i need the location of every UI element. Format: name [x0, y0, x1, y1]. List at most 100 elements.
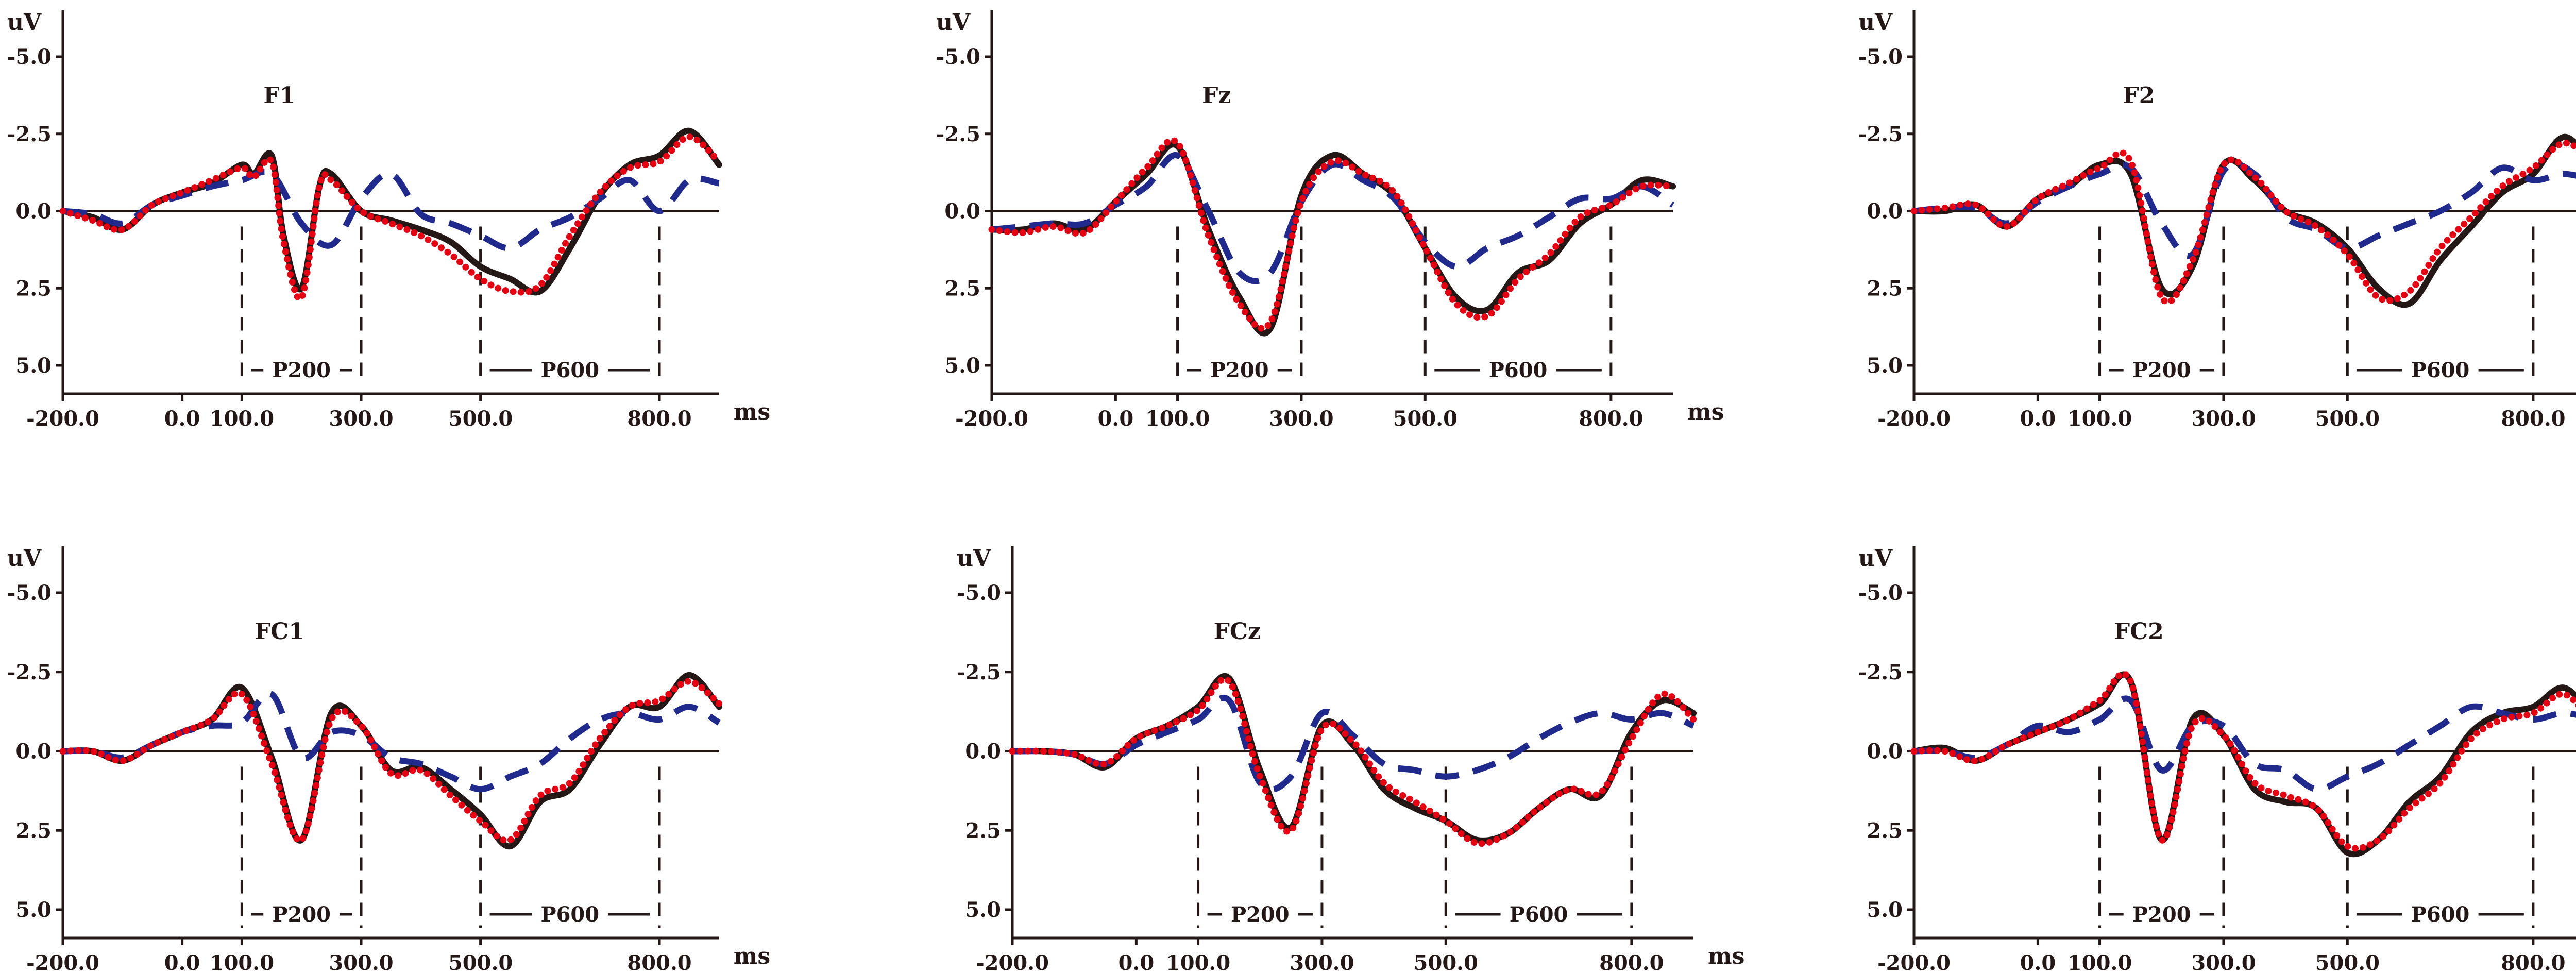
- x-tick-label: 500.0: [1414, 951, 1478, 971]
- series-line-dashed-blue: [991, 152, 1675, 284]
- x-tick-label: 100.0: [1145, 407, 1210, 431]
- chart-panel-fc1: uV FC1 -5.0 -2.5 0.0 2.5 5.0 -200.0 0.0 100.0 300.…: [7, 545, 770, 971]
- y-tick-label: -2.5: [936, 122, 980, 146]
- y-tick-label: 0.0: [1867, 199, 1903, 224]
- window-label-p600: P600: [1489, 358, 1548, 382]
- y-tick-label: 0.0: [1867, 740, 1903, 764]
- y-tick-label: -5.0: [936, 45, 980, 69]
- y-tick-label: -5.0: [7, 581, 52, 605]
- x-tick-label: 100.0: [2067, 407, 2132, 431]
- x-tick-label: 300.0: [1290, 951, 1354, 971]
- window-label-p200: P200: [272, 358, 331, 382]
- y-tick-label: -2.5: [1858, 122, 1903, 146]
- y-tick-label: 5.0: [944, 354, 980, 378]
- y-unit-label: uV: [1858, 545, 1893, 572]
- chart-panel-fz: uV Fz -5.0 -2.5 0.0 2.5 5.0 -200.0 0.0 100.0 300.0…: [936, 9, 1724, 431]
- y-tick-label: 2.5: [965, 818, 1001, 843]
- y-tick-label: 5.0: [15, 898, 52, 922]
- y-unit-label: uV: [1858, 9, 1893, 36]
- x-unit-label: ms: [1687, 399, 1724, 425]
- x-tick-label: -200.0: [955, 407, 1028, 431]
- x-unit-label: ms: [734, 943, 770, 969]
- window-label-p200: P200: [2132, 902, 2191, 927]
- y-tick-label: 0.0: [15, 199, 52, 224]
- x-tick-label: 100.0: [210, 407, 274, 431]
- window-label-p200: P200: [272, 902, 331, 927]
- series-line-dotted-red: [1910, 670, 2576, 852]
- y-tick-label: -5.0: [1858, 581, 1903, 605]
- x-tick-label: 300.0: [329, 407, 393, 431]
- x-tick-label: -200.0: [1877, 407, 1951, 431]
- window-label-p600: P600: [541, 902, 600, 927]
- y-tick-label: -2.5: [7, 122, 52, 146]
- x-tick-label: 800.0: [1579, 407, 1643, 431]
- chart-panel-fcz: uV FCz -5.0 -2.5 0.0 2.5 5.0 -200.0 0.0 100.0 300.…: [957, 545, 1745, 971]
- y-tick-label: 2.5: [15, 276, 52, 300]
- y-tick-label: -5.0: [7, 45, 52, 69]
- y-tick-label: 5.0: [965, 898, 1001, 922]
- series-line-dotted-red: [1910, 140, 2576, 306]
- window-label-p600: P600: [1510, 902, 1568, 927]
- panel-title: F2: [2123, 82, 2155, 109]
- x-tick-label: -200.0: [1877, 951, 1951, 971]
- panel-title: F1: [263, 82, 295, 109]
- chart-panel-fc2: uV FC2 -5.0 -2.5 0.0 2.5 5.0 -200.0 0.0 100.0 300.…: [1858, 545, 2576, 971]
- x-tick-label: 500.0: [2315, 407, 2380, 431]
- series-line-dotted-red: [59, 678, 723, 844]
- x-tick-label: 800.0: [627, 951, 691, 971]
- window-label-p600: P600: [2411, 358, 2470, 382]
- y-tick-label: -2.5: [957, 660, 1001, 684]
- x-tick-label: 500.0: [1393, 407, 1458, 431]
- x-tick-label: -200.0: [26, 951, 99, 971]
- y-tick-label: 2.5: [944, 276, 980, 300]
- y-tick-label: -2.5: [1858, 660, 1903, 684]
- x-tick-label: 300.0: [2191, 407, 2256, 431]
- series-line-dashed-blue: [1913, 695, 2576, 793]
- x-unit-label: ms: [734, 399, 770, 425]
- x-tick-label: 500.0: [448, 407, 513, 431]
- chart-panel-f2: uV F2 -5.0 -2.5 0.0 2.5 5.0 -200.0 0.0 100.0 300.0…: [1858, 9, 2576, 431]
- series-line-solid-black: [60, 672, 722, 850]
- x-tick-label: 0.0: [164, 951, 200, 971]
- x-tick-label: 0.0: [1098, 407, 1134, 431]
- y-tick-label: 2.5: [15, 818, 52, 843]
- y-tick-label: 5.0: [1867, 898, 1903, 922]
- y-unit-label: uV: [936, 9, 971, 36]
- x-tick-label: 0.0: [2020, 951, 2056, 971]
- y-tick-label: 2.5: [1867, 276, 1903, 300]
- y-unit-label: uV: [7, 545, 42, 572]
- x-tick-label: 800.0: [1599, 951, 1664, 971]
- x-tick-label: 100.0: [210, 951, 274, 971]
- x-tick-label: 0.0: [1118, 951, 1155, 971]
- x-unit-label: ms: [1708, 943, 1744, 969]
- series-line-dotted-red: [1009, 676, 1697, 847]
- x-tick-label: 800.0: [2501, 951, 2565, 971]
- series-line-solid-black: [989, 141, 1676, 337]
- y-tick-label: -5.0: [1858, 45, 1903, 69]
- y-tick-label: -2.5: [7, 660, 52, 684]
- x-tick-label: 500.0: [2315, 951, 2380, 971]
- panel-title: FC1: [255, 618, 304, 645]
- y-unit-label: uV: [957, 545, 991, 572]
- y-tick-label: -5.0: [957, 581, 1001, 605]
- x-tick-label: 800.0: [627, 407, 691, 431]
- x-tick-label: 300.0: [1269, 407, 1333, 431]
- y-tick-label: 0.0: [965, 740, 1001, 764]
- window-label-p600: P600: [541, 358, 600, 382]
- y-tick-label: 2.5: [1867, 818, 1903, 843]
- y-tick-label: 0.0: [15, 740, 52, 764]
- x-tick-label: -200.0: [26, 407, 99, 431]
- y-tick-label: 5.0: [15, 354, 52, 378]
- window-label-p200: P200: [2132, 358, 2191, 382]
- x-tick-label: 0.0: [2020, 407, 2056, 431]
- x-tick-label: 300.0: [2191, 951, 2256, 971]
- x-tick-label: 300.0: [329, 951, 393, 971]
- window-label-p600: P600: [2411, 902, 2470, 927]
- x-tick-label: -200.0: [976, 951, 1049, 971]
- chart-panel-f1: uV F1 -5.0 -2.5 0.0 2.5 5.0 -200.0 0.0 100.0 300.0…: [7, 9, 770, 431]
- x-tick-label: 500.0: [448, 951, 513, 971]
- series-line-dotted-red: [59, 133, 723, 303]
- series-line-dashed-blue: [1012, 695, 1695, 793]
- x-tick-label: 100.0: [2067, 951, 2132, 971]
